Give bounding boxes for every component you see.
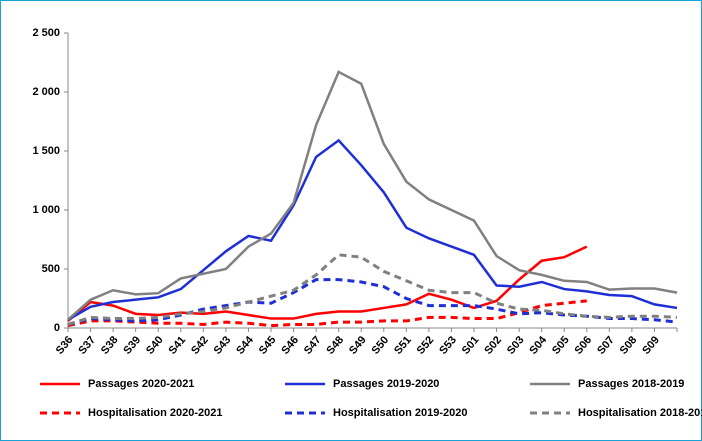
line-series	[67, 278, 678, 326]
line-series	[67, 70, 678, 321]
legend-label: Passages 2019-2020	[333, 378, 439, 390]
y-tick-label: 500	[42, 263, 60, 275]
y-tick-label: 0	[54, 322, 60, 334]
line-series	[67, 253, 678, 326]
legend-label: Hospitalisation 2019-2020	[333, 407, 468, 419]
y-tick-label: 2 000	[32, 86, 60, 98]
legend-label: Passages 2018-2019	[578, 378, 684, 390]
legend-label: Passages 2020-2021	[88, 378, 194, 390]
legend-label: Hospitalisation 2020-2021	[88, 407, 223, 419]
y-tick-label: 1 000	[32, 204, 60, 216]
y-tick-label: 1 500	[32, 145, 60, 157]
line-series	[67, 245, 588, 322]
line-series	[67, 138, 678, 321]
line-series	[67, 299, 587, 328]
y-tick-label: 2 500	[32, 27, 60, 39]
legend-label: Hospitalisation 2018-2019	[578, 407, 702, 419]
